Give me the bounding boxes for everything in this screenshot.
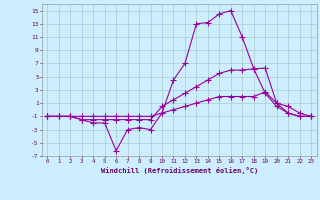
- X-axis label: Windchill (Refroidissement éolien,°C): Windchill (Refroidissement éolien,°C): [100, 167, 258, 174]
